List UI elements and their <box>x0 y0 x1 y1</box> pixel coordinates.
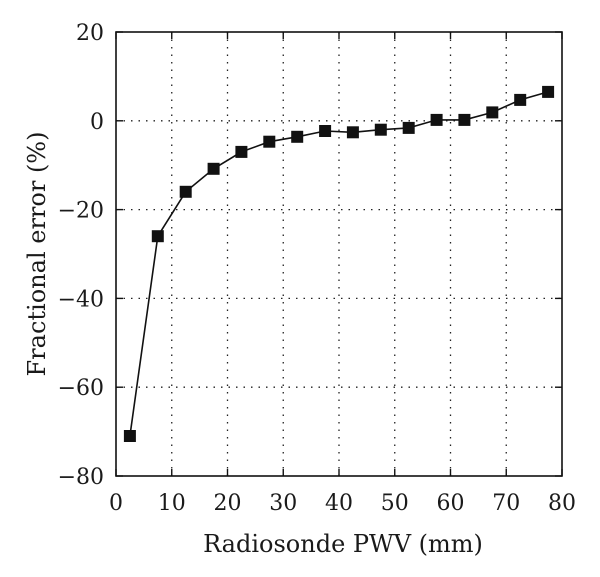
data-point <box>430 113 443 126</box>
x-tick-label: 10 <box>158 491 186 516</box>
data-point <box>346 126 359 139</box>
data-point <box>263 135 276 148</box>
x-tick-label: 30 <box>269 491 297 516</box>
data-point <box>235 145 248 158</box>
series-line <box>129 91 549 437</box>
data-markers <box>123 85 555 442</box>
y-tick-label: −40 <box>58 287 104 312</box>
x-tick-label: 0 <box>109 491 123 516</box>
data-point <box>514 93 527 106</box>
y-tick-label: −20 <box>58 199 104 224</box>
y-tick-labels: −80 −60 −40 −20 0 20 <box>58 21 104 490</box>
data-point <box>151 230 164 243</box>
data-point <box>458 113 471 126</box>
data-point <box>291 130 304 143</box>
x-tick-label: 50 <box>381 491 409 516</box>
x-tick-label: 20 <box>214 491 242 516</box>
grid-lines <box>116 32 562 476</box>
data-point <box>179 185 192 198</box>
x-tick-label: 80 <box>548 491 576 516</box>
data-point <box>374 123 387 136</box>
x-tick-labels: 0 10 20 30 40 50 60 70 80 <box>109 491 576 516</box>
y-tick-label: 20 <box>76 21 104 46</box>
y-tick-label: −80 <box>58 465 104 490</box>
data-point <box>207 162 220 175</box>
x-axis-title: Radiosonde PWV (mm) <box>203 530 483 558</box>
data-point <box>486 106 499 119</box>
x-tick-label: 60 <box>437 491 465 516</box>
y-tick-label: 0 <box>90 110 104 135</box>
data-point <box>319 125 332 137</box>
data-point <box>542 85 555 98</box>
plot-frame <box>115 31 563 477</box>
x-tick-label: 40 <box>325 491 353 516</box>
data-point <box>123 430 136 442</box>
data-point <box>402 121 415 134</box>
axis-ticks <box>115 31 563 477</box>
x-tick-label: 70 <box>492 491 520 516</box>
y-axis-title: Fractional error (%) <box>23 132 51 377</box>
y-tick-label: −60 <box>58 376 104 401</box>
